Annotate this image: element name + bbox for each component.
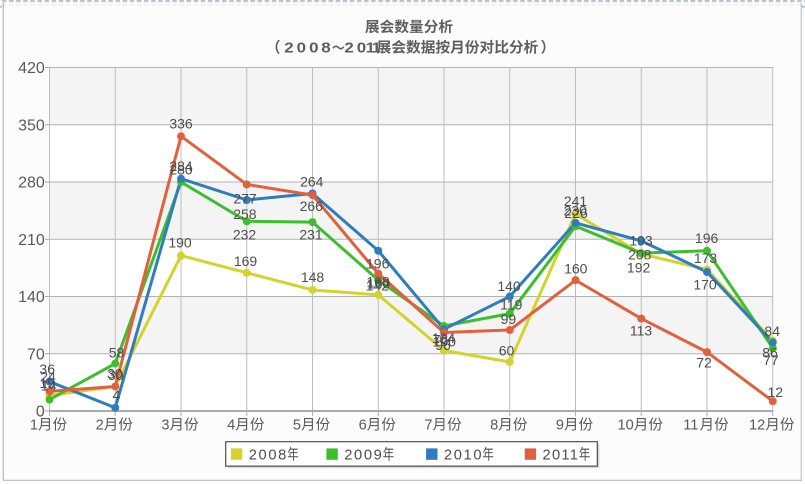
svg-text:193: 193 <box>629 232 653 248</box>
svg-text:36: 36 <box>39 361 55 377</box>
svg-text:231: 231 <box>299 227 323 243</box>
svg-text:266: 266 <box>300 198 324 214</box>
svg-text:230: 230 <box>564 202 588 218</box>
svg-text:119: 119 <box>500 297 523 313</box>
svg-text:2: 2 <box>344 40 354 56</box>
svg-text:2008: 2008 <box>249 448 287 464</box>
svg-text:84: 84 <box>764 323 780 339</box>
svg-text:142: 142 <box>366 278 390 294</box>
svg-text:280: 280 <box>18 175 45 192</box>
svg-text:86: 86 <box>762 345 778 361</box>
svg-text:24: 24 <box>40 368 56 384</box>
svg-text:169: 169 <box>234 253 258 269</box>
svg-text:241: 241 <box>564 193 588 209</box>
svg-text:12: 12 <box>749 418 765 434</box>
svg-text:76: 76 <box>433 332 449 348</box>
svg-text:170: 170 <box>693 276 717 292</box>
svg-text:277: 277 <box>233 190 257 206</box>
svg-text:190: 190 <box>168 235 192 251</box>
svg-text:100: 100 <box>433 334 457 350</box>
svg-text:104: 104 <box>432 330 456 346</box>
svg-text:8: 8 <box>490 418 498 434</box>
svg-text:160: 160 <box>367 276 391 292</box>
svg-text:7: 7 <box>424 418 432 434</box>
svg-text:3: 3 <box>161 418 169 434</box>
svg-text:72: 72 <box>696 355 712 371</box>
svg-text:264: 264 <box>300 174 324 190</box>
svg-text:58: 58 <box>109 345 125 361</box>
svg-text:280: 280 <box>169 161 193 177</box>
svg-text:60: 60 <box>499 343 515 359</box>
svg-text:14: 14 <box>41 378 57 394</box>
svg-text:30: 30 <box>107 365 123 381</box>
svg-text:2: 2 <box>96 418 104 434</box>
svg-text:196: 196 <box>695 230 719 246</box>
svg-text:0: 0 <box>297 40 307 56</box>
svg-text:113: 113 <box>630 323 653 339</box>
svg-text:2: 2 <box>284 40 294 56</box>
svg-text:9: 9 <box>556 418 564 434</box>
svg-text:232: 232 <box>233 227 257 243</box>
svg-text:420: 420 <box>18 60 45 77</box>
svg-text:11: 11 <box>683 418 698 434</box>
svg-text:336: 336 <box>169 116 193 132</box>
svg-text:4: 4 <box>227 418 235 434</box>
svg-text:0: 0 <box>36 404 45 421</box>
svg-text:140: 140 <box>497 278 521 294</box>
svg-text:1: 1 <box>366 40 376 56</box>
svg-text:99: 99 <box>501 311 517 327</box>
svg-text:2010: 2010 <box>444 448 482 464</box>
svg-text:70: 70 <box>27 346 45 363</box>
svg-text:10: 10 <box>618 418 634 434</box>
svg-text:160: 160 <box>564 260 588 276</box>
svg-text:168: 168 <box>366 273 390 289</box>
svg-text:96: 96 <box>435 337 451 353</box>
svg-text:148: 148 <box>301 269 325 285</box>
svg-text:6: 6 <box>359 418 367 434</box>
svg-text:30: 30 <box>108 367 124 383</box>
svg-text:1: 1 <box>372 40 382 56</box>
svg-text:192: 192 <box>627 260 651 276</box>
svg-text:4: 4 <box>113 387 121 403</box>
svg-text:210: 210 <box>18 232 45 249</box>
svg-text:5: 5 <box>293 418 301 434</box>
svg-text:0: 0 <box>309 40 319 56</box>
svg-text:8: 8 <box>321 40 331 56</box>
svg-text:196: 196 <box>366 256 390 272</box>
svg-text:284: 284 <box>169 158 193 174</box>
svg-text:19: 19 <box>40 375 56 391</box>
svg-text:12: 12 <box>768 384 784 400</box>
svg-text:226: 226 <box>564 205 588 221</box>
svg-text:0: 0 <box>357 40 367 56</box>
svg-text:2009: 2009 <box>344 448 382 464</box>
svg-text:208: 208 <box>628 247 652 263</box>
svg-text:173: 173 <box>694 250 718 266</box>
svg-text:140: 140 <box>18 289 45 306</box>
svg-text:258: 258 <box>233 206 257 222</box>
svg-text:350: 350 <box>18 117 45 134</box>
svg-text:1: 1 <box>30 418 38 434</box>
svg-text:77: 77 <box>763 352 779 368</box>
